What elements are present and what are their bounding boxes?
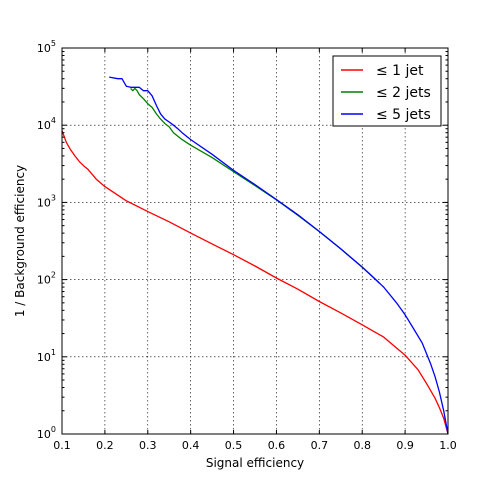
legend-label-0: ≤ 1 jet xyxy=(376,63,424,79)
x-tick-label: 0.4 xyxy=(182,439,200,452)
y-tick-label: 102 xyxy=(37,271,56,287)
x-tick-label: 0.1 xyxy=(53,439,71,452)
x-tick-label: 0.3 xyxy=(139,439,157,452)
x-tick-label: 0.8 xyxy=(353,439,371,452)
x-tick-label: 0.6 xyxy=(268,439,286,452)
x-axis-label: Signal efficiency xyxy=(206,456,304,470)
y-tick-label: 104 xyxy=(37,116,56,132)
x-tick-label: 0.5 xyxy=(225,439,243,452)
x-tick-label: 0.9 xyxy=(396,439,414,452)
series-line-0 xyxy=(61,130,449,435)
x-tick-label: 0.7 xyxy=(311,439,329,452)
x-tick-label: 1.0 xyxy=(439,439,457,452)
series-lines xyxy=(61,76,449,435)
y-tick-label: 100 xyxy=(37,425,56,441)
x-tick-label: 0.2 xyxy=(96,439,114,452)
y-tick-label: 101 xyxy=(37,348,56,364)
y-tick-label: 105 xyxy=(37,39,56,55)
plot-frame xyxy=(61,47,449,435)
legend-label-2: ≤ 5 jets xyxy=(376,107,431,123)
y-tick-label: 103 xyxy=(37,193,56,209)
legend-label-1: ≤ 2 jets xyxy=(376,85,431,101)
series-line-2 xyxy=(109,76,449,435)
axis-ticks: 0.1 0.2 0.3 0.4 0.5 0.6 0.7 0.8 0.9 1.0 100 101 102 1… xyxy=(37,39,457,452)
legend: ≤ 1 jet ≤ 2 jets ≤ 5 jets xyxy=(332,55,442,127)
y-axis-label: 1 / Background efficiency xyxy=(13,165,27,317)
